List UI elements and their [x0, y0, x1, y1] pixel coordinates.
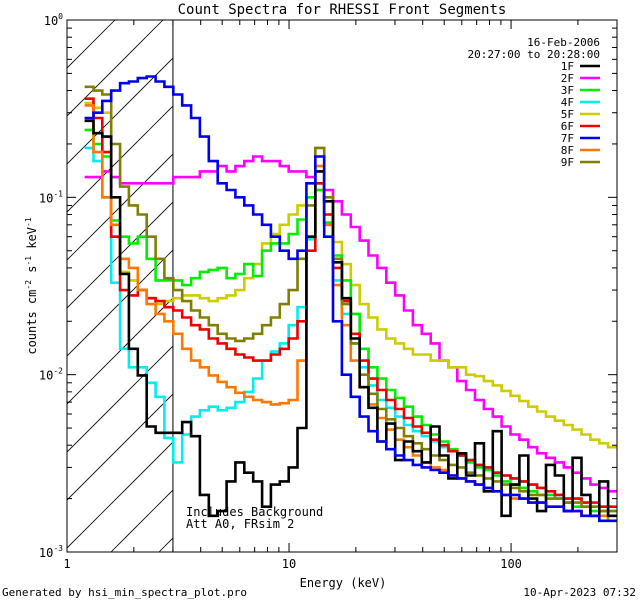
x-axis: 1 10 100 [63, 20, 618, 571]
series-group [84, 75, 617, 523]
x-tick-label: 1 [63, 557, 70, 571]
x-tick-label: 100 [500, 557, 522, 571]
x-tick-label: 10 [282, 557, 296, 571]
x-axis-label: Energy (keV) [300, 576, 387, 590]
time-range-label: 20:27:00 to 20:28:00 [468, 48, 600, 61]
y-tick-label: 100 [44, 12, 63, 28]
plot-frame [66, 19, 618, 553]
annotation-background: Includes Background [186, 505, 323, 519]
legend-label: 3F [561, 84, 574, 97]
hatch-line [67, 57, 173, 165]
footer-timestamp: 10-Apr-2023 07:32 [523, 586, 636, 599]
hatch-line [67, 201, 173, 309]
hatched-region [67, 20, 174, 552]
date-label: 16-Feb-2006 [527, 36, 600, 49]
series-5f-line [84, 101, 617, 449]
hatch-line [67, 153, 173, 261]
hatch-line [67, 20, 164, 117]
y-tick-label: 10-2 [39, 367, 63, 383]
hatch-line [67, 105, 173, 213]
y-axis: 10-3 10-2 10-1 100 [39, 12, 617, 560]
hatch-line [67, 20, 68, 21]
series-2f-line [84, 155, 617, 493]
hatch-line [67, 441, 173, 549]
legend-label: 8F [561, 144, 574, 157]
legend-label: 4F [561, 96, 574, 109]
legend-label: 7F [561, 132, 574, 145]
footer-generated-by: Generated by hsi_min_spectra_plot.pro [2, 586, 247, 599]
hatch-line [67, 297, 173, 405]
chart-title: Count Spectra for RHESSI Front Segments [178, 2, 507, 18]
y-tick-label: 10-1 [39, 189, 63, 205]
annotation-attenuator: Att A0, FRsim 2 [186, 517, 294, 531]
hatch-line [67, 20, 116, 69]
y-tick-label: 10-3 [39, 544, 63, 560]
series-6f-line [84, 97, 617, 508]
legend-label: 1F [561, 60, 574, 73]
series-1f-line [84, 119, 617, 518]
legend-label: 6F [561, 120, 574, 133]
y-axis-label: counts cm-2 s-1 keV-1 [24, 217, 39, 354]
hatch-line [67, 393, 173, 501]
legend-label: 5F [561, 108, 574, 121]
legend-label: 9F [561, 156, 574, 169]
series-7f-line [84, 75, 617, 523]
legend-label: 2F [561, 72, 574, 85]
